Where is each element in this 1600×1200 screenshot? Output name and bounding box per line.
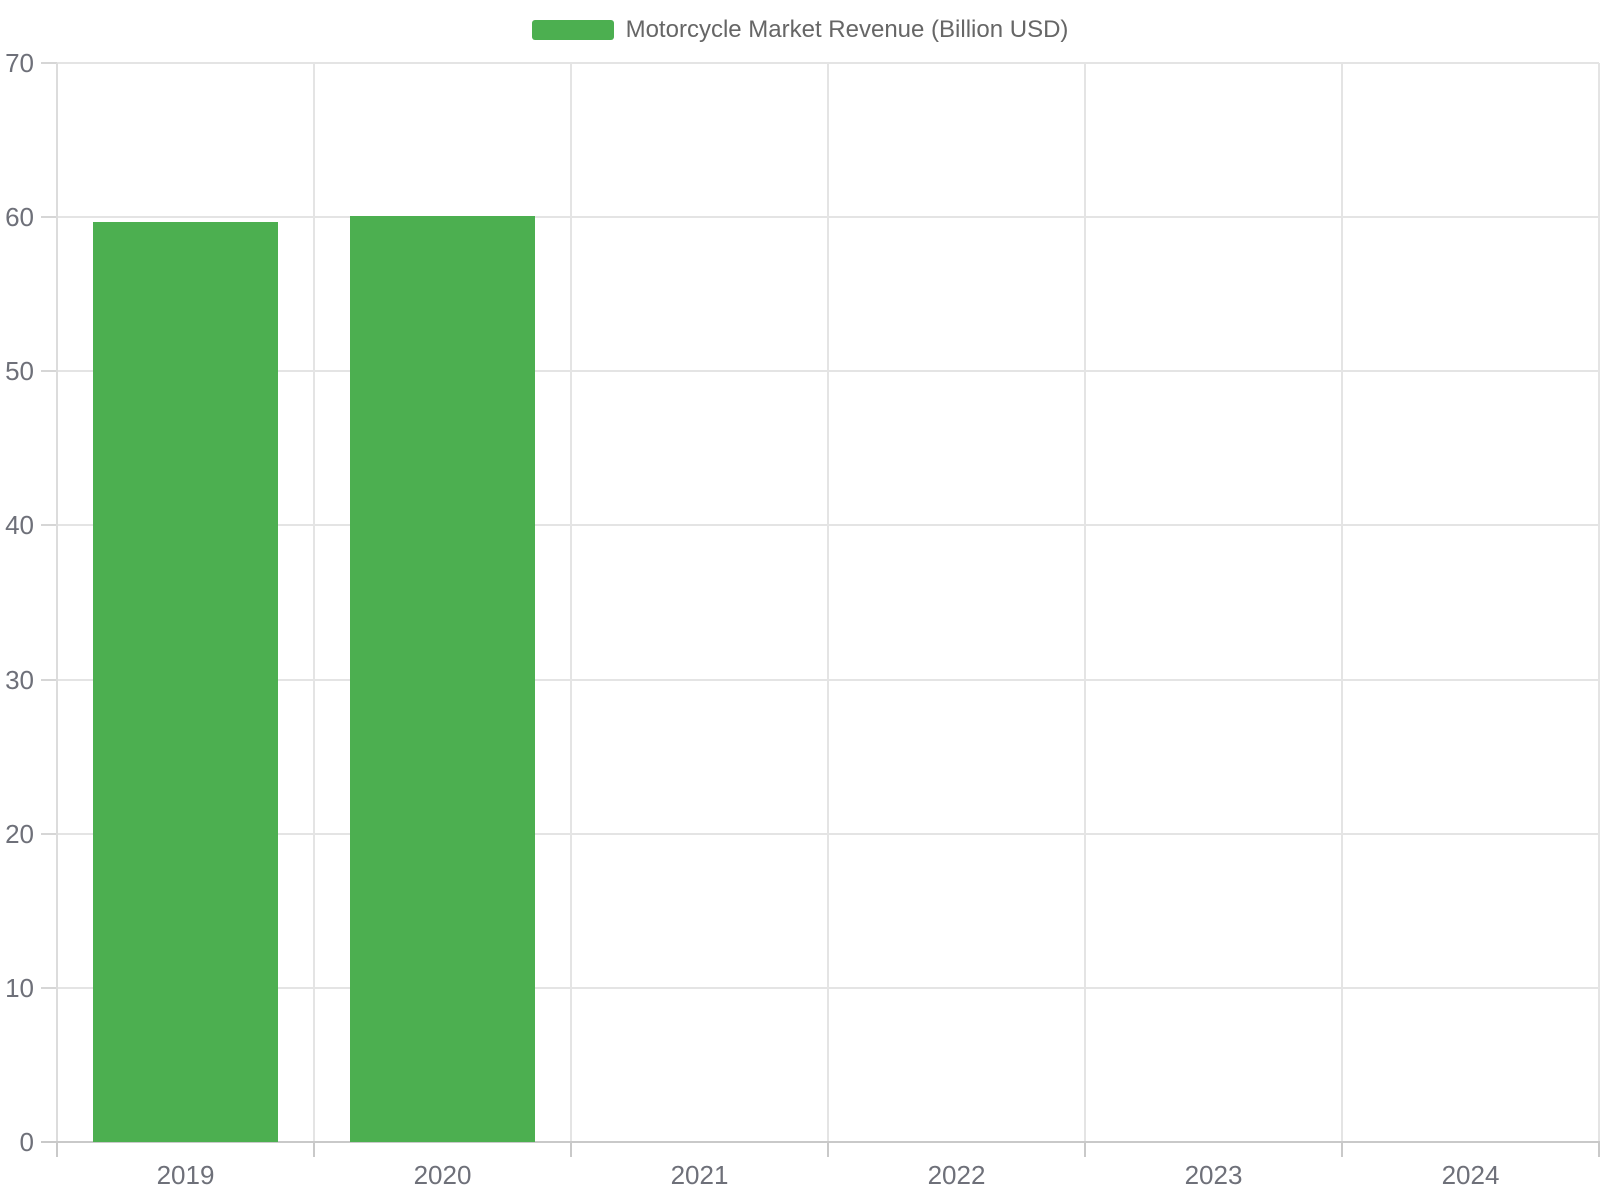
x-tick-label-2024: 2024 <box>1441 1160 1500 1190</box>
x-axis-line <box>41 1141 1600 1143</box>
gridline-v <box>570 63 572 1142</box>
y-axis-tick <box>41 678 57 681</box>
x-tick-label-2021: 2021 <box>670 1160 729 1190</box>
y-tick-label: 40 <box>5 510 34 541</box>
y-axis-tick <box>41 216 57 219</box>
y-axis-tick <box>41 62 57 64</box>
y-axis-tick <box>41 832 57 835</box>
y-tick-label: 20 <box>5 818 34 849</box>
gridline-v <box>827 63 829 1142</box>
x-tick-label-2023: 2023 <box>1184 1160 1243 1190</box>
legend-swatch-icon <box>531 20 614 40</box>
bar-2020[interactable] <box>349 215 535 1142</box>
y-tick-label: 50 <box>5 356 34 387</box>
gridline-v <box>1341 63 1343 1142</box>
bar-2019[interactable] <box>92 221 278 1142</box>
x-axis-tick <box>570 1142 572 1157</box>
x-axis-tick <box>56 1142 58 1157</box>
legend-item[interactable]: Motorcycle Market Revenue (Billion USD) <box>0 14 1600 46</box>
y-tick-label: 10 <box>5 972 34 1003</box>
gridline-v <box>313 63 315 1142</box>
legend-label: Motorcycle Market Revenue (Billion USD) <box>625 16 1069 43</box>
x-tick-label-2020: 2020 <box>413 1160 472 1190</box>
x-tick-label-2019: 2019 <box>156 1160 215 1190</box>
gridline-v <box>1598 63 1600 1142</box>
y-axis-tick <box>41 986 57 989</box>
y-tick-label: 30 <box>5 664 34 695</box>
y-tick-label: 60 <box>5 202 34 233</box>
x-axis-tick <box>313 1142 315 1157</box>
y-axis-tick <box>41 370 57 373</box>
x-axis-tick <box>1341 1142 1343 1157</box>
x-axis-tick <box>827 1142 829 1157</box>
x-axis-tick <box>1598 1142 1600 1157</box>
gridline-v <box>1084 63 1086 1142</box>
y-tick-label: 70 <box>5 48 34 78</box>
y-tick-label: 0 <box>19 1127 34 1157</box>
y-axis-line <box>56 63 58 1142</box>
y-axis-tick <box>41 524 57 527</box>
x-axis-tick <box>1084 1142 1086 1157</box>
x-tick-label-2022: 2022 <box>927 1160 986 1190</box>
